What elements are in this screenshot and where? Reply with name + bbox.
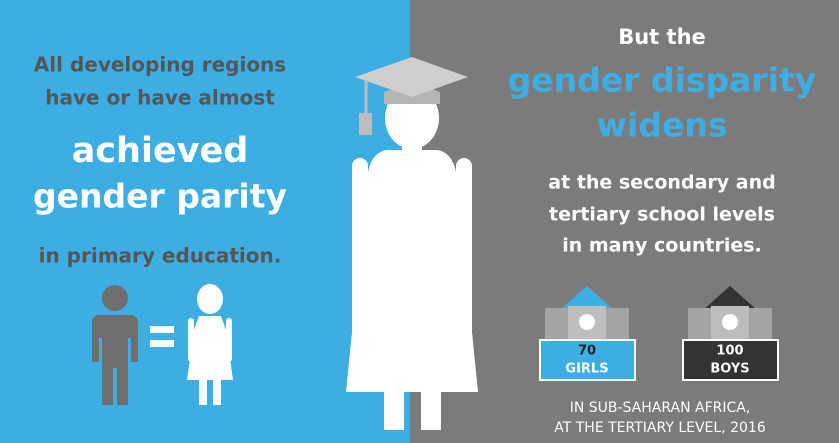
right-headline: gender disparity	[508, 61, 817, 100]
left-headline: gender parity	[33, 177, 287, 216]
footnote: AT THE TERTIARY LEVEL, 2016	[554, 420, 766, 436]
school-label: GIRLS	[565, 362, 608, 377]
left-outro: in primary education.	[39, 244, 282, 268]
equals-sign	[150, 326, 174, 347]
man-icon	[92, 285, 138, 405]
right-body: in many countries.	[562, 235, 762, 257]
school-number: 70	[578, 344, 596, 359]
school-number: 100	[716, 344, 743, 359]
graduate-woman	[346, 57, 478, 430]
left-intro: have or have almost	[45, 86, 275, 110]
right-body: at the secondary and	[548, 172, 775, 194]
boys-school: 100 BOYS	[682, 286, 779, 381]
left-headline: achieved	[72, 131, 249, 171]
right-intro: But the	[618, 25, 706, 49]
woman-icon	[187, 284, 233, 405]
right-headline: widens	[597, 106, 728, 145]
school-label: BOYS	[710, 362, 749, 377]
footnote: IN SUB-SAHARAN AFRICA,	[570, 400, 751, 416]
right-body: tertiary school levels	[549, 204, 775, 226]
left-intro: All developing regions	[34, 53, 286, 77]
girls-school: 70 GIRLS	[539, 286, 636, 381]
